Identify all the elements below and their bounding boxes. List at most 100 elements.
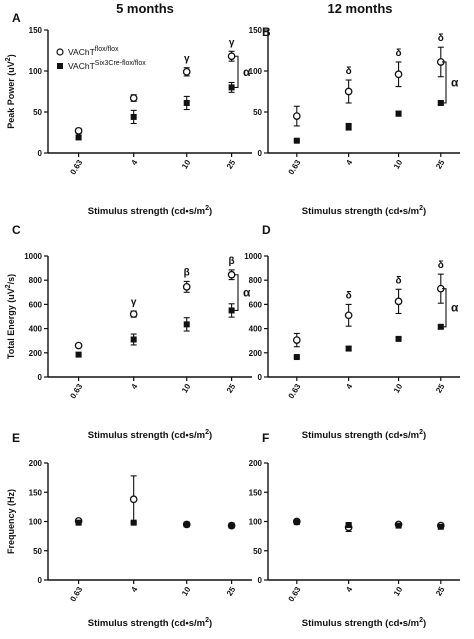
y-tick-label: 0 <box>38 576 43 585</box>
panel-label: A <box>12 11 21 25</box>
significance-label: δ <box>438 260 444 271</box>
panel-label: C <box>12 223 21 237</box>
y-tick-label: 100 <box>249 67 263 76</box>
y-axis-label: Total Energy (uV2/s) <box>5 274 16 359</box>
data-point-six3cre <box>395 522 402 529</box>
x-axis-label-sup: 2 <box>419 617 423 624</box>
significance-label: δ <box>396 275 402 286</box>
y-tick-label: 50 <box>253 108 262 117</box>
data-point-six3cre <box>437 323 444 330</box>
legend-label-six3cre-sup: Six3Cre-flox/flox <box>95 60 146 67</box>
x-axis-label-end: ) <box>209 430 212 441</box>
significance-label: δ <box>438 33 444 44</box>
data-point-six3cre <box>75 351 82 358</box>
y-tick-label: 150 <box>29 488 43 497</box>
y-axis-label-end: /s) <box>6 274 16 285</box>
x-tick-label: 25 <box>225 585 238 598</box>
alpha-bracket <box>442 61 447 104</box>
data-point-six3cre <box>395 335 402 342</box>
legend-label-flox-sup: flox/flox <box>95 46 119 53</box>
data-point-flox <box>182 67 191 76</box>
x-tick-label: 10 <box>180 158 193 171</box>
x-tick-label: 10 <box>180 382 193 395</box>
x-tick-label: 4 <box>344 382 354 391</box>
data-point-six3cre <box>183 521 190 528</box>
data-point-flox <box>74 127 83 135</box>
data-point-flox <box>74 341 83 350</box>
panel-label: B <box>262 25 271 39</box>
data-point-six3cre <box>130 519 137 526</box>
x-tick-label: 0.63 <box>287 382 303 400</box>
y-tick-label: 800 <box>29 276 43 285</box>
y-tick-label: 200 <box>29 459 43 468</box>
alpha-bracket <box>234 274 239 311</box>
data-point-six3cre <box>293 354 300 361</box>
data-point-flox <box>182 283 191 291</box>
x-tick-label: 10 <box>392 585 405 598</box>
y-tick-label: 50 <box>33 108 42 117</box>
column-title-12-months: 12 months <box>327 1 392 16</box>
significance-label: γ <box>131 297 137 308</box>
x-axis-label-end: ) <box>423 430 426 441</box>
y-tick-label: 600 <box>249 300 263 309</box>
x-axis-label-end: ) <box>209 206 212 217</box>
x-tick-label: 25 <box>225 158 238 171</box>
y-tick-label: 400 <box>29 325 43 334</box>
data-point-flox <box>129 94 138 102</box>
x-axis-label-sup: 2 <box>419 429 423 436</box>
panel-c: C 0 200 400 600 800 1000 0.63 4 10 25 Total Energy … <box>5 223 252 441</box>
x-axis-label: Stimulus strength (cd•s/m2) <box>88 205 212 217</box>
x-axis-label-sup: 2 <box>205 205 209 212</box>
y-tick-label: 200 <box>249 459 263 468</box>
x-tick-label: 25 <box>225 382 238 395</box>
panel-d: D 0 200 400 600 800 1000 0.63 4 10 25 Stimulus stre… <box>244 223 460 441</box>
significance-label: β <box>229 256 235 267</box>
x-tick-label: 4 <box>129 158 139 167</box>
legend-label-flox: VAChTflox/flox <box>68 46 119 57</box>
y-tick-label: 0 <box>258 373 263 382</box>
data-point-six3cre <box>345 522 352 529</box>
data-point-flox <box>394 70 403 79</box>
y-tick-label: 600 <box>29 300 43 309</box>
legend-label-six3cre: VAChTSix3Cre-flox/flox <box>68 60 146 71</box>
y-tick-label: 150 <box>249 26 263 35</box>
data-point-six3cre <box>345 123 352 130</box>
x-tick-label: 4 <box>129 585 139 594</box>
y-tick-label: 50 <box>253 547 262 556</box>
x-tick-label: 25 <box>434 158 447 171</box>
x-tick-label: 4 <box>344 585 354 594</box>
significance-label: β <box>184 267 190 278</box>
y-tick-label: 100 <box>29 67 43 76</box>
data-point-flox <box>394 297 403 306</box>
significance-label: γ <box>229 37 235 48</box>
x-axis-label: Stimulus strength (cd•s/m2) <box>88 617 212 629</box>
legend-marker-six3cre <box>57 63 63 69</box>
y-tick-label: 150 <box>249 488 263 497</box>
y-tick-label: 200 <box>249 349 263 358</box>
panel-f: F 0 50 100 150 200 0.63 4 10 25 Stimulus strength … <box>249 431 460 629</box>
data-point-flox <box>227 52 236 61</box>
alpha-label: α <box>451 75 459 89</box>
panel-label: D <box>262 223 271 237</box>
y-tick-label: 800 <box>249 276 263 285</box>
data-point-six3cre <box>228 84 235 91</box>
x-axis-label: Stimulus strength (cd•s/m2) <box>302 205 426 217</box>
y-axis-label: Frequency (Hz) <box>6 489 16 554</box>
x-tick-label: 0.63 <box>68 585 84 603</box>
data-point-six3cre <box>130 336 137 343</box>
panel-label: F <box>262 431 269 445</box>
panel-label: E <box>12 431 20 445</box>
x-tick-label: 4 <box>344 158 354 167</box>
significance-label: δ <box>346 66 352 77</box>
y-tick-label: 400 <box>249 325 263 334</box>
panel-a: A 0 50 100 150 0.63 4 10 25 Peak Power (uV2) Stimu… <box>5 11 252 217</box>
y-tick-label: 0 <box>258 149 263 158</box>
alpha-bracket <box>234 55 239 88</box>
data-point-six3cre <box>293 519 300 526</box>
y-tick-label: 0 <box>38 149 43 158</box>
significance-label: δ <box>346 290 352 301</box>
x-axis-label: Stimulus strength (cd•s/m2) <box>302 617 426 629</box>
x-axis-label: Stimulus strength (cd•s/m2) <box>88 429 212 441</box>
